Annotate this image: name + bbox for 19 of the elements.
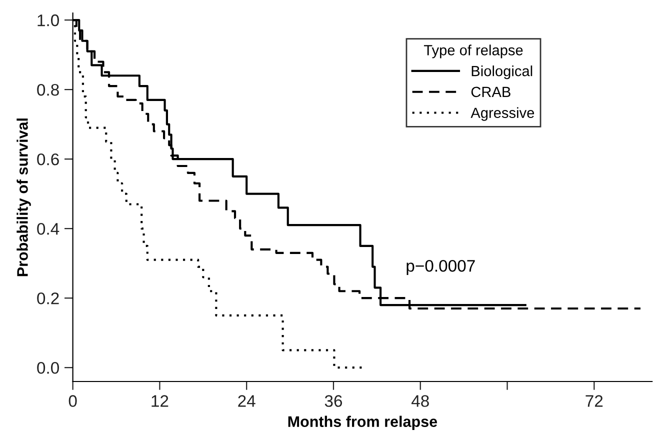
legend-title: Type of relapse [424,44,523,58]
x-tick-label: 72 [586,395,603,407]
annotation: p−0.0007 [406,260,475,276]
x-tick-label: 24 [238,395,256,407]
y-axis-title: Probability of survival [16,118,31,276]
y-tick-label: 0.6 [37,153,59,166]
x-axis-title: Months from relapse [288,416,438,430]
x-tick-label: 0 [68,395,77,407]
y-tick-label: 0.2 [37,292,59,304]
x-tick-label: 36 [324,395,342,407]
x-tick-label: 48 [411,395,429,407]
x-tick-label: 12 [152,395,168,407]
legend-label: Agressive [470,107,534,121]
y-tick-label: 0.8 [37,84,59,96]
y-tick-label: 0.0 [37,362,59,374]
y-tick-label: 0.4 [37,222,60,235]
legend-label: Biological [472,66,532,80]
y-tick-label: 1.0 [38,14,59,26]
legend-label: CRAB [471,86,510,98]
